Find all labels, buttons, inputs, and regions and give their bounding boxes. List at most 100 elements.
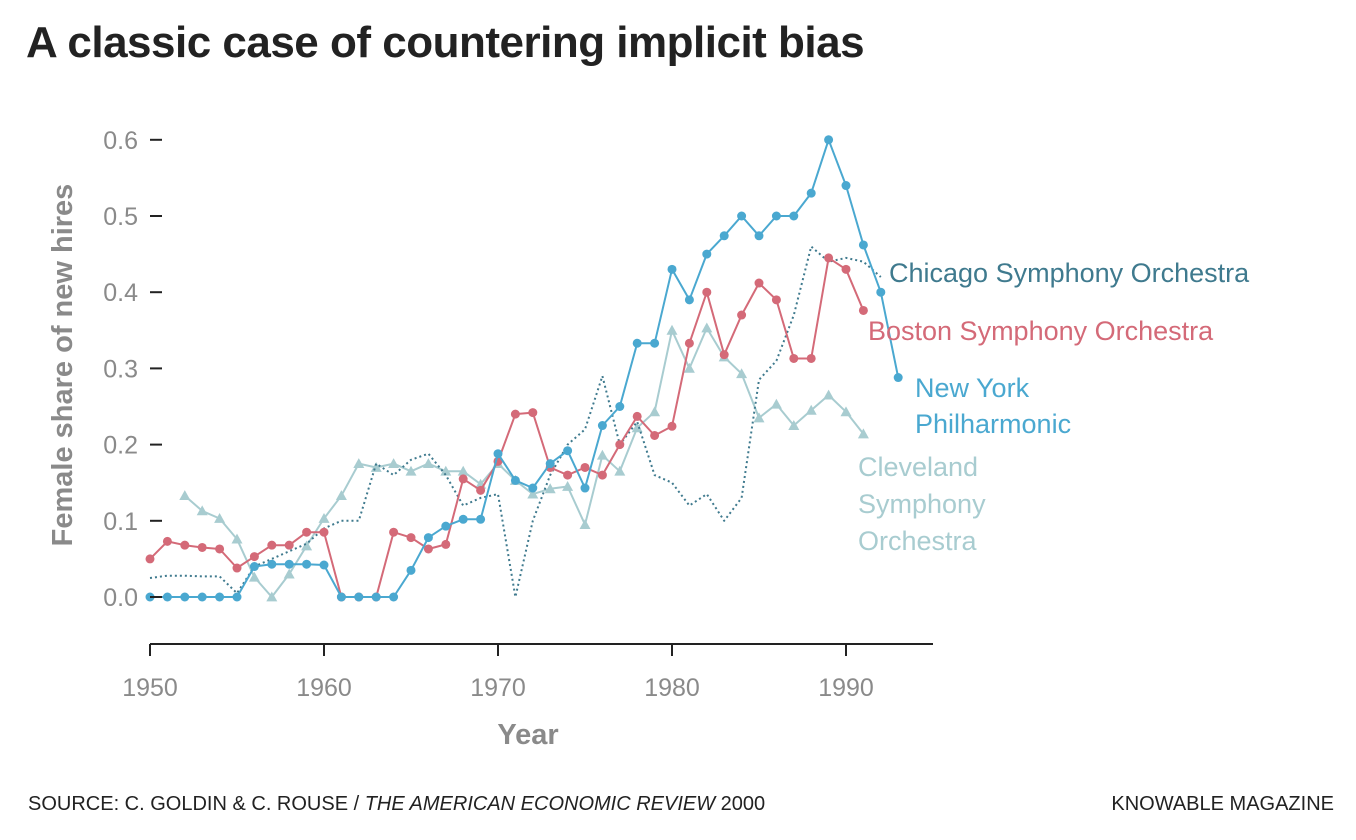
series-label-boston-symphony-orchestra: Boston Symphony Orchestra (868, 316, 1214, 346)
data-point (145, 554, 155, 564)
data-point (319, 560, 329, 570)
data-point (702, 249, 712, 259)
data-point (302, 527, 312, 537)
data-point (476, 514, 486, 524)
data-point (876, 287, 886, 297)
data-point (197, 542, 207, 552)
data-point (405, 465, 417, 476)
data-point (318, 513, 330, 523)
data-point (563, 446, 573, 456)
data-point (824, 253, 834, 263)
data-point (580, 462, 590, 472)
series-cleveland-symphony-orchestra (179, 322, 869, 602)
data-point (231, 533, 243, 544)
data-point (841, 264, 851, 274)
data-point (249, 562, 259, 572)
data-point (388, 458, 400, 469)
data-point (858, 305, 868, 315)
x-tick-label: 1950 (122, 674, 178, 702)
data-point (197, 592, 207, 602)
data-point (806, 188, 816, 198)
data-point (232, 592, 242, 602)
data-point (632, 338, 642, 348)
data-point (650, 430, 660, 440)
data-point (841, 181, 851, 191)
data-point (667, 264, 677, 274)
data-point (406, 565, 416, 575)
data-point (179, 490, 191, 501)
data-point (283, 568, 295, 579)
data-point (441, 521, 451, 531)
data-point (684, 338, 694, 348)
axis-layer: 1950 1960 1970 1980 1990 0.0 0.1 0.2 0.3 0.4 0.5 0.… (47, 127, 933, 751)
y-tick-label: 0.6 (103, 127, 138, 155)
data-point (770, 398, 782, 409)
source-prefix: SOURCE: C. GOLDIN & C. ROUSE / (28, 793, 365, 815)
data-point (215, 592, 225, 602)
series-label-line: New York (915, 373, 1030, 403)
data-point (615, 402, 625, 411)
data-point (249, 552, 259, 562)
data-point (563, 470, 573, 480)
series-label-line: Symphony (858, 489, 986, 519)
series-label-line: Chicago Symphony Orchestra (889, 258, 1250, 288)
data-point (302, 559, 312, 569)
data-point (406, 533, 416, 543)
publisher-brand: KNOWABLE MAGAZINE (1111, 793, 1334, 815)
data-point (806, 353, 816, 363)
y-axis-title: Female share of new hires (47, 184, 79, 547)
series-boston-symphony-orchestra (145, 253, 868, 602)
data-point (683, 362, 695, 373)
y-tick-label: 0.1 (103, 508, 138, 536)
data-point (580, 483, 590, 493)
data-point (336, 592, 346, 602)
series-label-chicago-symphony-orchestra: Chicago Symphony Orchestra (889, 258, 1250, 288)
data-point (284, 540, 294, 550)
data-point (248, 571, 260, 582)
data-point (754, 278, 764, 288)
data-point (789, 211, 799, 221)
data-point (267, 559, 277, 569)
series-label-line: Boston Symphony Orchestra (868, 316, 1214, 346)
x-tick-label: 1990 (818, 674, 874, 702)
data-point (667, 421, 677, 431)
data-point (650, 338, 660, 348)
data-point (476, 485, 486, 495)
data-point (232, 563, 242, 573)
data-point (596, 449, 608, 460)
data-point (857, 428, 869, 439)
data-point (771, 211, 781, 221)
data-point (719, 350, 729, 360)
data-point (545, 459, 555, 469)
x-tick-label: 1980 (644, 674, 700, 702)
data-point (754, 231, 764, 241)
data-point (631, 422, 643, 433)
series-line-cleveland-symphony-orchestra (184, 327, 865, 598)
data-point (615, 440, 625, 450)
data-point (893, 373, 903, 383)
data-point (597, 470, 607, 480)
x-tick-label: 1960 (296, 674, 352, 702)
data-point (215, 544, 225, 554)
data-point (649, 406, 661, 417)
data-point (510, 409, 520, 419)
data-point (371, 592, 381, 602)
series-line-chicago-symphony-orchestra (149, 245, 882, 598)
data-point (737, 211, 747, 221)
data-point (562, 481, 574, 491)
series-label-line: Philharmonic (915, 409, 1071, 439)
data-point (267, 540, 277, 550)
data-point (824, 135, 834, 145)
y-tick-label: 0.3 (103, 355, 138, 383)
data-point (805, 404, 817, 415)
data-point (737, 310, 747, 320)
series-line-new-york-philharmonic (150, 138, 900, 598)
data-point (335, 490, 347, 501)
data-point (266, 591, 278, 602)
data-point (789, 353, 799, 363)
data-point (736, 368, 748, 379)
series-label-line: Orchestra (858, 526, 978, 556)
y-tick-label: 0.4 (103, 279, 138, 307)
y-tick-label: 0.5 (103, 203, 138, 231)
data-point (719, 231, 729, 241)
